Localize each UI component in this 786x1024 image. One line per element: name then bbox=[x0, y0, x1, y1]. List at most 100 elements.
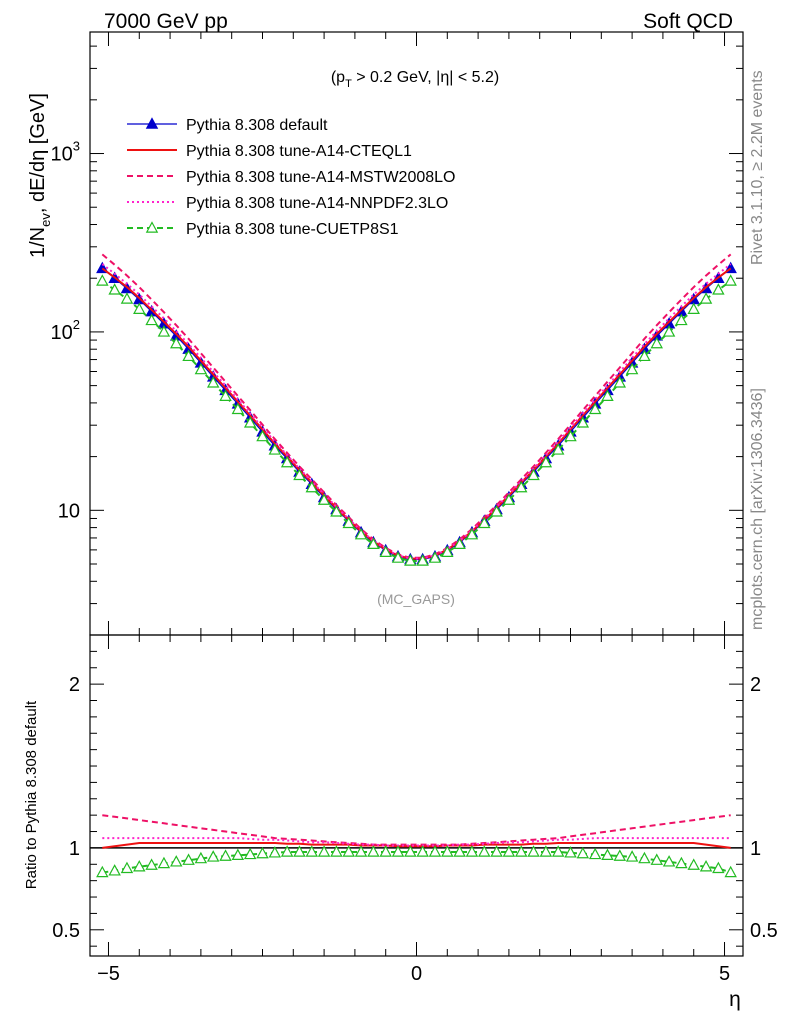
ratio-point bbox=[601, 848, 614, 861]
ratio-point bbox=[219, 849, 232, 861]
data-point bbox=[478, 516, 491, 529]
ratio-point bbox=[182, 853, 195, 865]
header-left: 7000 GeV pp bbox=[104, 10, 228, 33]
ratio-point bbox=[613, 849, 627, 861]
ratio-point bbox=[268, 846, 282, 858]
data-point bbox=[194, 362, 208, 375]
ratio-panel: 2 2 1 1 0.5 0.5 Ratio to Pythia 8.308 default bbox=[23, 634, 778, 957]
data-point bbox=[514, 480, 528, 493]
data-point bbox=[551, 443, 565, 455]
ratio-point bbox=[145, 858, 158, 870]
ratio-point bbox=[687, 858, 700, 870]
legend-entry: Pythia 8.308 tune-A14-CTEQL1 bbox=[127, 143, 412, 160]
ratio-ylabel: Ratio to Pythia 8.308 default bbox=[23, 700, 40, 889]
ratio-ytick-label: 2 bbox=[69, 674, 80, 696]
data-point bbox=[170, 336, 183, 349]
data-point bbox=[330, 505, 343, 517]
ratio-point bbox=[650, 853, 663, 865]
data-point bbox=[564, 429, 577, 442]
ratio-point bbox=[120, 861, 134, 874]
ratio-point bbox=[194, 851, 208, 864]
ratio-point bbox=[625, 850, 639, 862]
ytick-exp: 3 bbox=[73, 139, 80, 154]
ratio-point bbox=[428, 845, 442, 857]
data-point bbox=[638, 349, 651, 362]
ratio-point bbox=[96, 865, 109, 878]
subtitle-sub: T bbox=[345, 78, 352, 90]
ratio-point bbox=[391, 845, 405, 857]
ratio-point bbox=[243, 847, 257, 860]
ratio-point bbox=[280, 845, 294, 857]
data-point bbox=[120, 292, 134, 304]
ytick-exp: 2 bbox=[73, 317, 80, 332]
data-point bbox=[317, 493, 331, 505]
data-point bbox=[490, 505, 503, 517]
ratio-series-1 bbox=[102, 814, 731, 846]
series-line bbox=[101, 263, 732, 560]
ratio-line bbox=[102, 814, 731, 846]
data-point bbox=[342, 516, 355, 529]
ratio-point bbox=[576, 846, 590, 859]
data-point bbox=[206, 376, 220, 388]
ratio-point bbox=[170, 855, 183, 867]
data-point bbox=[219, 389, 232, 401]
legend-entry: Pythia 8.308 tune-A14-NNPDF2.3LO bbox=[127, 195, 448, 212]
data-point bbox=[699, 292, 713, 304]
data-point bbox=[428, 551, 442, 563]
data-point bbox=[613, 376, 627, 388]
data-point bbox=[404, 554, 417, 566]
legend-label: Pythia 8.308 default bbox=[186, 117, 328, 134]
ratio-axis-ticks bbox=[90, 635, 743, 956]
ratio-point bbox=[465, 845, 479, 857]
series-4 bbox=[96, 274, 737, 566]
data-point bbox=[687, 302, 700, 314]
data-point bbox=[108, 283, 121, 295]
data-point bbox=[675, 313, 688, 326]
ratio-point bbox=[675, 856, 688, 869]
data-point bbox=[367, 537, 380, 550]
ratio-ytick-label-right: 2 bbox=[750, 674, 761, 696]
data-point bbox=[539, 455, 553, 468]
data-point bbox=[465, 527, 479, 540]
ytick-base: 10 bbox=[58, 500, 80, 522]
ratio-point bbox=[231, 848, 245, 861]
ratio-point bbox=[305, 845, 319, 857]
ratio-point bbox=[441, 845, 454, 857]
ratio-point bbox=[157, 856, 171, 869]
ratio-point bbox=[490, 845, 503, 857]
ratio-point bbox=[699, 859, 713, 872]
ratio-point bbox=[724, 865, 737, 878]
ratio-ytick-label: 0.5 bbox=[52, 920, 80, 942]
legend-entry: Pythia 8.308 tune-A14-MSTW2008LO bbox=[127, 169, 455, 186]
x-tick-labels: −5 0 5 bbox=[97, 963, 730, 985]
mcplots-label: mcplots.cern.ch [arXiv:1306.3436] bbox=[749, 388, 766, 630]
ratio-series-0 bbox=[102, 842, 731, 849]
data-point bbox=[96, 274, 109, 286]
ratio-point bbox=[206, 850, 220, 862]
ratio-point bbox=[133, 859, 146, 872]
data-point bbox=[724, 274, 737, 286]
data-point bbox=[650, 336, 663, 349]
data-point bbox=[453, 537, 466, 550]
data-point bbox=[712, 283, 725, 295]
data-point bbox=[441, 545, 454, 557]
subtitle-rest: > 0.2 GeV, |η| < 5.2) bbox=[352, 69, 499, 86]
x-axis-label: η bbox=[729, 988, 741, 1011]
ratio-series-group bbox=[96, 814, 737, 878]
legend-entry: Pythia 8.308 tune-CUETP8S1 bbox=[127, 221, 399, 238]
ratio-point bbox=[514, 845, 528, 857]
data-point bbox=[576, 416, 590, 428]
ratio-point bbox=[293, 845, 306, 857]
main-ytick-label: 10 bbox=[58, 500, 80, 522]
main-axis-ticks bbox=[90, 32, 743, 636]
ratio-point bbox=[379, 845, 392, 857]
ratio-point bbox=[453, 845, 466, 857]
x-tick-label: −5 bbox=[97, 963, 120, 985]
x-tick-label: 5 bbox=[719, 963, 730, 985]
ratio-point bbox=[404, 845, 417, 857]
data-point bbox=[601, 389, 614, 401]
data-point bbox=[157, 325, 171, 337]
